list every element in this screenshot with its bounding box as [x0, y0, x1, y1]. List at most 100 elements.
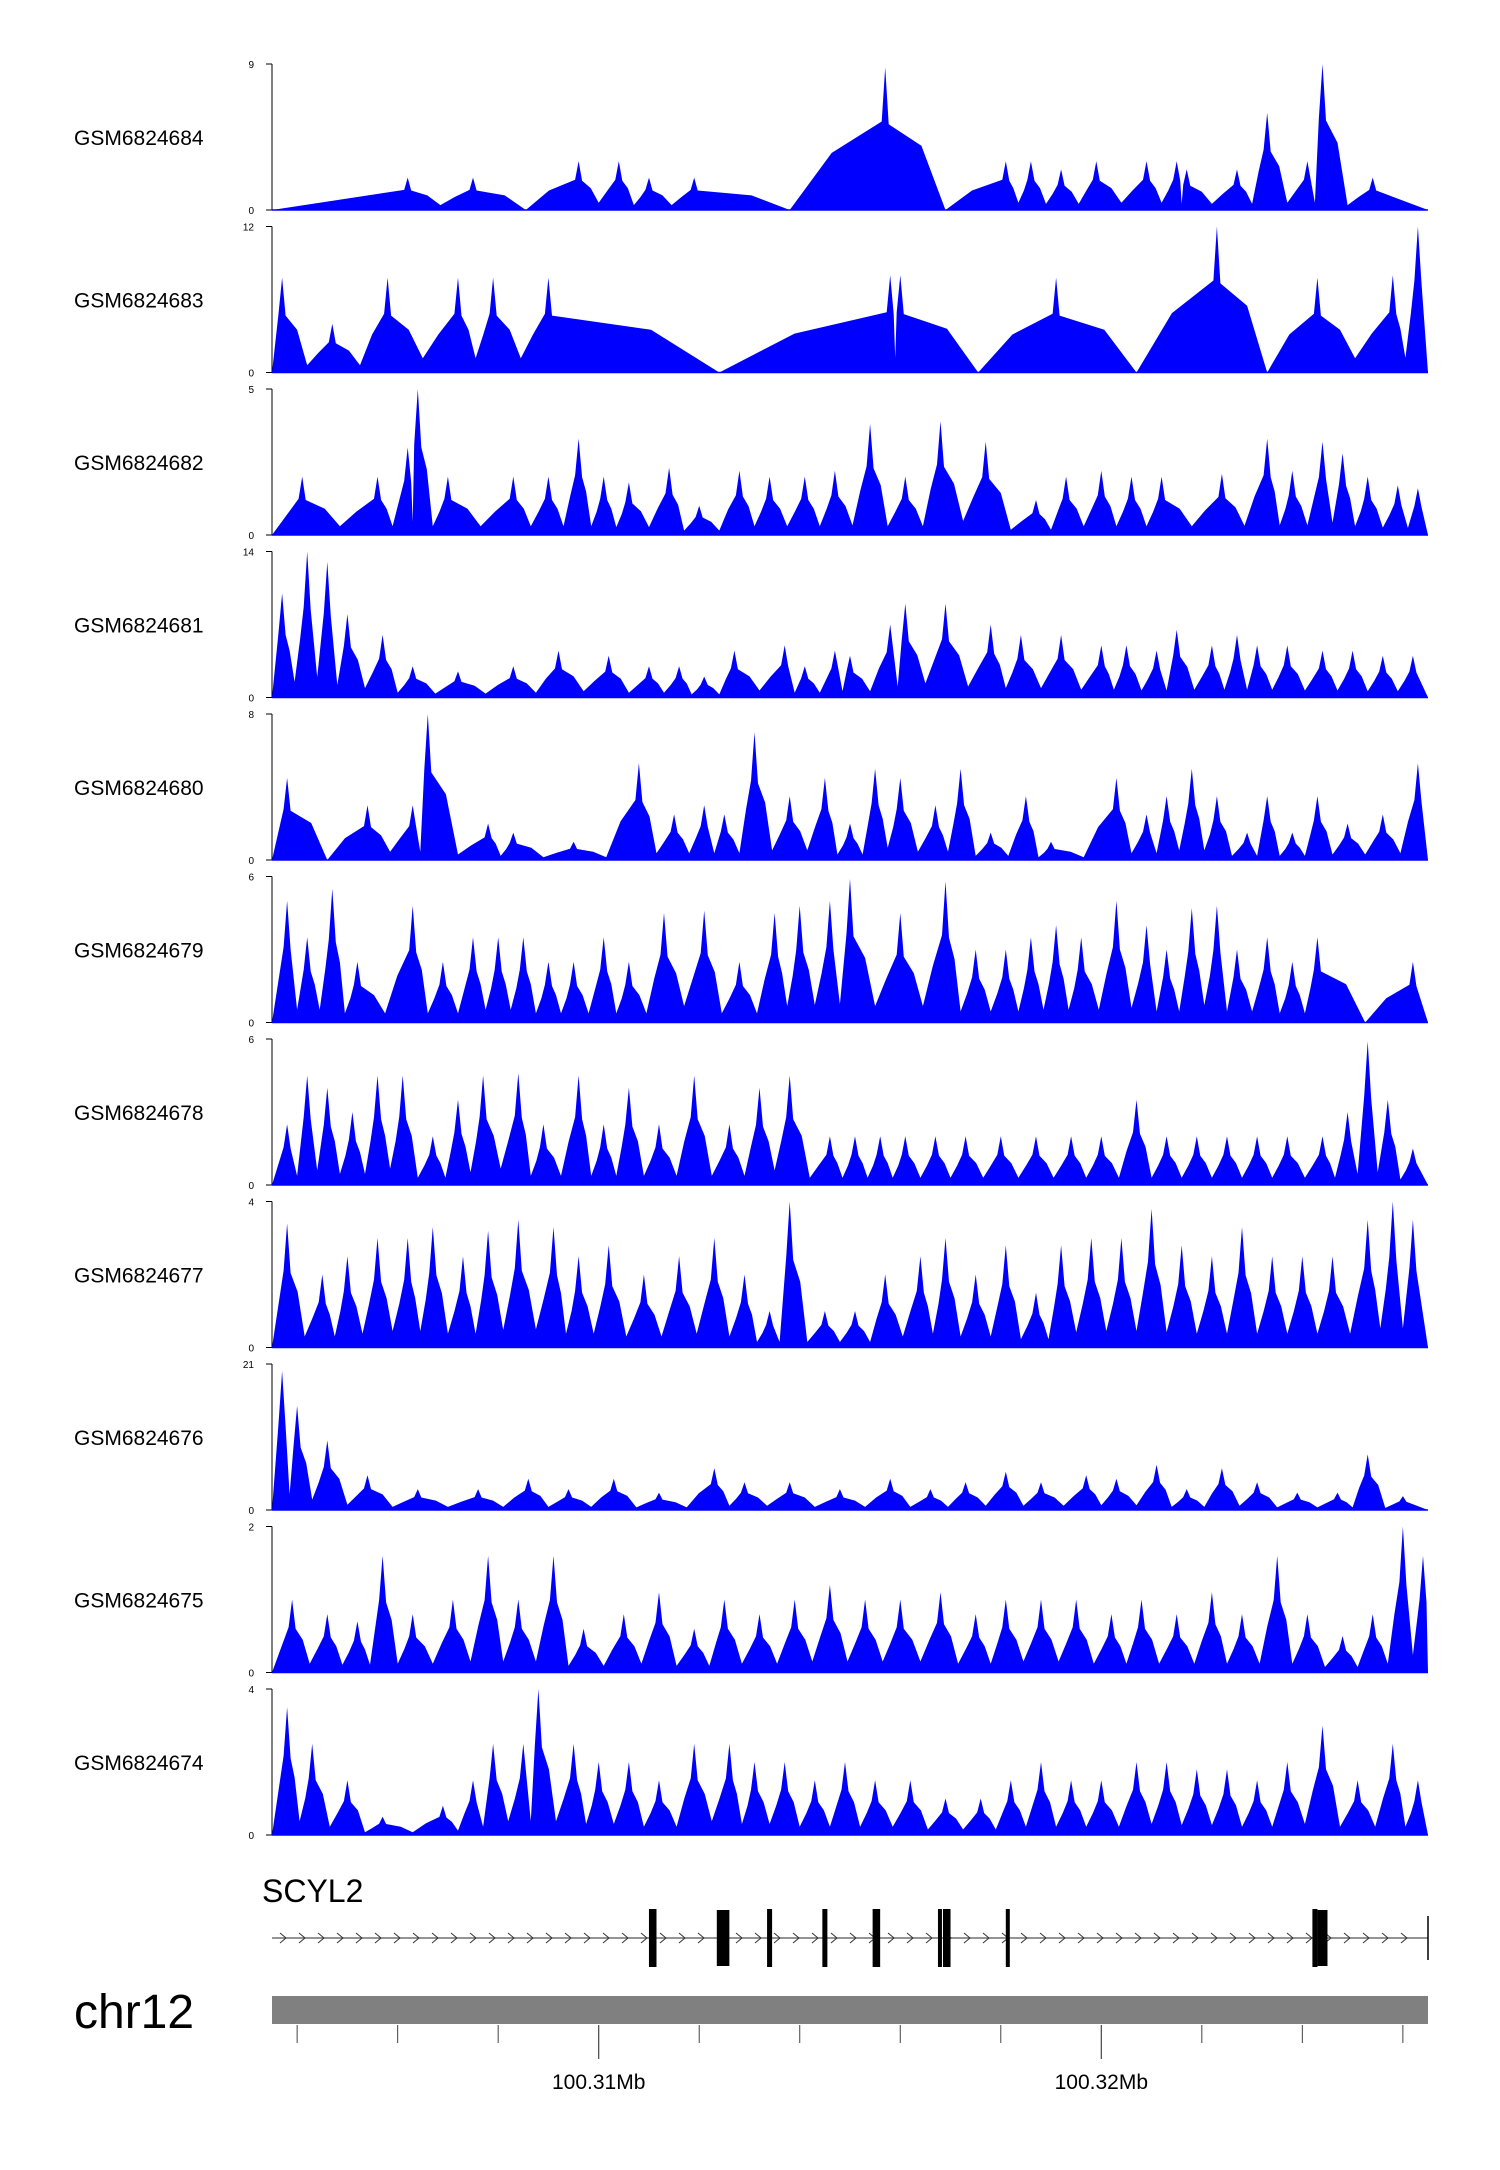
strand-arrow: [925, 1932, 933, 1944]
coverage-area: [272, 64, 1428, 210]
strand-arrow: [1020, 1932, 1028, 1944]
track-label: GSM6824677: [74, 1265, 204, 1288]
strand-arrow: [1229, 1932, 1237, 1944]
strand-arrow: [1153, 1932, 1161, 1944]
strand-arrow: [564, 1932, 572, 1944]
strand-arrow: [963, 1932, 971, 1944]
gene-model: SCYL2: [262, 1873, 1429, 1967]
exon: [937, 1909, 942, 1967]
chromosome-label: chr12: [74, 1986, 194, 2039]
strand-arrow: [336, 1932, 344, 1944]
strand-arrow: [1191, 1932, 1199, 1944]
strand-arrow: [1039, 1932, 1047, 1944]
strand-arrow: [355, 1932, 363, 1944]
strand-arrow: [621, 1932, 629, 1944]
y-tick-label-bottom: 0: [248, 1019, 254, 1030]
coverage-area: [272, 1689, 1428, 1835]
y-tick-label-bottom: 0: [248, 1344, 254, 1355]
track-GSM6824674: GSM6824674 4 0: [74, 1685, 1428, 1842]
track-label: GSM6824681: [74, 615, 204, 638]
strand-arrow: [1305, 1932, 1313, 1944]
strand-arrow: [697, 1932, 705, 1944]
strand-arrow: [526, 1932, 534, 1944]
coverage-area: [272, 1371, 1428, 1510]
strand-arrow: [640, 1932, 648, 1944]
track-GSM6824684: GSM6824684 9 0: [74, 60, 1428, 217]
strand-arrow: [792, 1932, 800, 1944]
coverage-area: [272, 1041, 1428, 1185]
strand-arrow: [659, 1932, 667, 1944]
ideogram-bar: [272, 1996, 1428, 2024]
track-GSM6824677: GSM6824677 4 0: [74, 1198, 1428, 1355]
y-tick-label-bottom: 0: [248, 856, 254, 867]
strand-arrow: [298, 1932, 306, 1944]
tracks-layer: GSM682468490GSM6824683120GSM682468250GSM…: [74, 60, 1428, 1842]
track-label: GSM6824683: [74, 290, 204, 313]
strand-arrow: [1058, 1932, 1066, 1944]
major-tick-label: 100.31Mb: [552, 2071, 645, 2094]
strand-arrow: [1077, 1932, 1085, 1944]
coverage-area: [272, 1201, 1428, 1348]
track-GSM6824681: GSM6824681 14 0: [74, 548, 1428, 705]
y-tick-label-bottom: 0: [248, 531, 254, 542]
y-tick-label-bottom: 0: [248, 369, 254, 380]
strand-arrow: [887, 1932, 895, 1944]
coverage-area: [272, 1526, 1428, 1673]
strand-arrow: [1248, 1932, 1256, 1944]
y-tick-label-top: 8: [248, 710, 254, 721]
exon: [872, 1909, 881, 1967]
strand-arrow: [1267, 1932, 1275, 1944]
strand-arrow: [469, 1932, 477, 1944]
strand-arrow: [1096, 1932, 1104, 1944]
track-label: GSM6824674: [74, 1752, 204, 1775]
strand-arrow: [412, 1932, 420, 1944]
coverage-area: [272, 551, 1428, 698]
track-GSM6824679: GSM6824679 6 0: [74, 873, 1428, 1030]
track-GSM6824675: GSM6824675 2 0: [74, 1523, 1428, 1680]
strand-arrow: [773, 1932, 781, 1944]
y-tick-label-top: 4: [248, 1685, 254, 1696]
strand-arrow: [1115, 1932, 1123, 1944]
strand-arrow: [602, 1932, 610, 1944]
y-tick-label-bottom: 0: [248, 1506, 254, 1517]
strand-arrow: [279, 1932, 287, 1944]
strand-arrow: [1343, 1932, 1351, 1944]
exon: [716, 1910, 730, 1966]
strand-arrow: [507, 1932, 515, 1944]
track-label: GSM6824682: [74, 452, 204, 475]
gene-label: SCYL2: [262, 1873, 363, 1909]
strand-arrow: [374, 1932, 382, 1944]
track-GSM6824676: GSM6824676 21 0: [74, 1360, 1428, 1517]
strand-arrow: [431, 1932, 439, 1944]
y-tick-label-top: 6: [248, 873, 254, 884]
coverage-area: [272, 714, 1428, 860]
y-tick-label-top: 6: [248, 1035, 254, 1046]
strand-arrow: [545, 1932, 553, 1944]
y-tick-label-bottom: 0: [248, 1181, 254, 1192]
y-tick-label-top: 5: [248, 385, 254, 396]
exon: [942, 1909, 951, 1967]
strand-arrow: [583, 1932, 591, 1944]
strand-arrow: [830, 1932, 838, 1944]
coverage-area: [272, 878, 1428, 1023]
major-tick-label: 100.32Mb: [1055, 2071, 1148, 2094]
strand-arrow: [488, 1932, 496, 1944]
exon: [822, 1909, 828, 1967]
strand-arrow: [393, 1932, 401, 1944]
strand-arrow: [1381, 1932, 1389, 1944]
strand-arrow: [317, 1932, 325, 1944]
track-label: GSM6824676: [74, 1427, 204, 1450]
strand-arrow: [982, 1932, 990, 1944]
strand-arrow: [1172, 1932, 1180, 1944]
y-tick-label-bottom: 0: [248, 1831, 254, 1842]
y-tick-label-bottom: 0: [248, 1669, 254, 1680]
strand-arrow: [1210, 1932, 1218, 1944]
y-tick-label-bottom: 0: [248, 694, 254, 705]
strand-arrow: [811, 1932, 819, 1944]
track-GSM6824683: GSM6824683 12 0: [74, 223, 1428, 380]
strand-arrow: [678, 1932, 686, 1944]
exon: [1312, 1909, 1318, 1967]
genome-axis: chr12 100.31Mb 100.32Mb: [74, 1986, 1428, 2094]
strand-arrow: [1134, 1932, 1142, 1944]
